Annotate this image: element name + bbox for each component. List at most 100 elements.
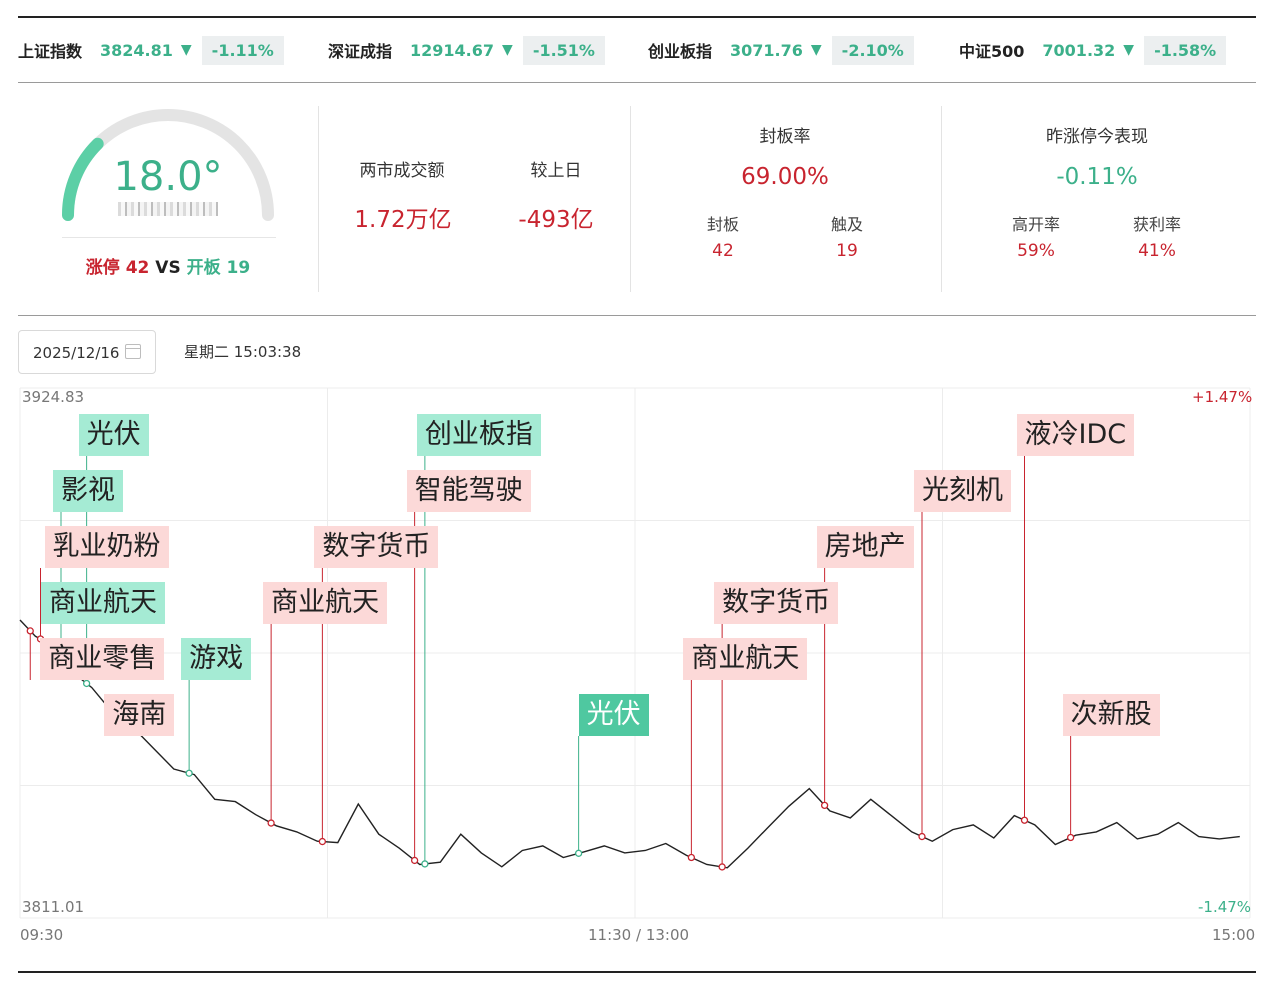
sector-tag[interactable]: 液冷IDC [1016,414,1135,456]
index-value: 3824.81 [100,40,173,60]
seal-rate-value: 69.00% [741,164,829,190]
seal-rate-label: 封板率 [759,127,811,147]
temperature-value: 18.0° [113,154,223,200]
x-tick-open: 09:30 [20,926,64,944]
down-arrow-icon: ▼ [502,42,513,58]
index-item-csi500[interactable]: 中证500 7001.32 ▼ -1.58% [959,33,1227,67]
sealed-label: 封板 [706,215,739,234]
sector-tag[interactable]: 商业零售 [40,638,165,680]
index-item-shanghai[interactable]: 上证指数 3824.81 ▼ -1.11% [18,33,284,67]
column-divider [941,106,942,292]
down-arrow-icon: ▼ [810,42,822,58]
limit-up-label: 涨停 [85,258,120,278]
x-tick-midday: 11:30 / 13:00 [588,926,690,944]
marker-dot [185,769,193,777]
limit-up-vs-open: 涨停 42 VS 开板 19 [58,253,278,278]
index-value: 3071.76 [730,40,803,60]
marker-dot [267,819,275,827]
market-stats-panel: 18.0° 涨停 42 VS 开板 19 两市成交额 1.72万亿 较上日 -4… [18,90,1256,300]
marker-dot [82,679,91,688]
sector-tag[interactable]: 光伏 [78,414,149,456]
sector-tag[interactable]: 次新股 [1062,694,1160,736]
yesterday-limit-up-label: 昨涨停今表现 [1046,127,1148,147]
index-bar: 上证指数 3824.81 ▼ -1.11% 深证成指 12914.67 ▼ -1… [18,33,1256,67]
open-board-count: 19 [226,258,251,278]
marker-dot [574,849,583,857]
marker-dot [1020,816,1029,824]
index-item-shenzhen[interactable]: 深证成指 12914.67 ▼ -1.51% [328,33,605,67]
pct-max-label: +1.47% [1192,388,1253,406]
marker-dot [26,627,34,635]
index-change-badge: -1.11% [201,35,284,65]
timestamp: 星期二 15:03:38 [184,343,302,361]
index-name: 中证500 [959,42,1025,61]
bottom-rule [18,971,1256,973]
divider [18,82,1256,83]
turnover-label: 两市成交额 [359,161,445,181]
marker-dot [718,863,726,871]
yesterday-limit-up-value: -0.11% [1056,164,1138,190]
sector-tag[interactable]: 乳业奶粉 [44,526,169,568]
down-arrow-icon: ▼ [1123,42,1135,58]
turnover-value: 1.72万亿 [354,207,452,233]
index-item-chinext[interactable]: 创业板指 3071.76 ▼ -2.10% [648,33,914,67]
sealed-value: 42 [712,241,734,261]
down-arrow-icon: ▼ [180,42,192,58]
turnover-compare-label: 较上日 [530,161,582,181]
marker-dot [318,837,327,846]
sector-tag[interactable]: 商业航天 [263,582,388,624]
sector-tag[interactable]: 海南 [104,694,175,736]
column-divider [318,106,319,292]
high-open-label: 高开率 [1011,215,1060,234]
turnover-compare-value: -493亿 [518,207,594,233]
column-divider [630,106,631,292]
touched-value: 19 [836,241,858,261]
index-value: 7001.32 [1042,40,1116,60]
sector-tag[interactable]: 智能驾驶 [406,470,531,512]
sector-tag[interactable]: 数字货币 [314,526,439,568]
y-min-label: 3811.01 [22,898,85,916]
marker-dot [1066,833,1075,842]
gauge-divider [62,237,276,238]
sector-tag[interactable]: 商业航天 [683,638,808,680]
divider [18,315,1256,316]
marker-dot [918,832,926,841]
marker-dot [421,860,429,868]
sector-tag[interactable]: 游戏 [181,638,252,680]
sector-tag[interactable]: 光伏 [578,694,649,736]
y-max-label: 3924.83 [22,388,85,406]
blurred-label [118,202,218,216]
pct-min-label: -1.47% [1198,898,1252,916]
limit-up-count: 42 [125,258,150,278]
marker-dot [687,853,696,862]
index-change-badge: -2.10% [831,35,914,65]
index-change-badge: -1.58% [1144,35,1227,65]
touched-label: 触及 [830,215,863,234]
sector-tag[interactable]: 商业航天 [41,582,165,624]
sentiment-gauge: 18.0° [58,102,278,232]
sector-tag[interactable]: 数字货币 [714,582,839,624]
profit-rate-label: 获利率 [1132,215,1181,234]
open-board-label: 开板 [186,258,221,278]
index-name: 深证成指 [328,42,393,61]
top-rule [18,16,1256,18]
date-value: 2025/12/16 [33,344,120,362]
sector-tag[interactable]: 创业板指 [416,414,541,456]
price-line [19,619,1240,869]
x-tick-close: 15:00 [1212,926,1256,944]
marker-dot [820,801,829,810]
profit-rate-value: 41% [1138,241,1176,261]
gauge-arc [61,109,274,221]
sector-tag[interactable]: 影视 [53,470,123,512]
index-change-badge: -1.51% [522,35,605,65]
high-open-value: 59% [1017,241,1055,261]
marker-dot [410,856,419,865]
sector-tag[interactable]: 房地产 [816,526,914,568]
calendar-icon[interactable] [125,344,141,359]
date-picker[interactable]: 2025/12/16 [18,330,156,374]
sector-tag[interactable]: 光刻机 [914,470,1011,512]
intraday-chart[interactable]: 3924.83 3811.01 +1.47% -1.47% 09:30 11:3… [0,380,1280,950]
index-name: 创业板指 [648,42,713,61]
vs-label: VS [155,258,181,278]
index-value: 12914.67 [410,40,495,60]
